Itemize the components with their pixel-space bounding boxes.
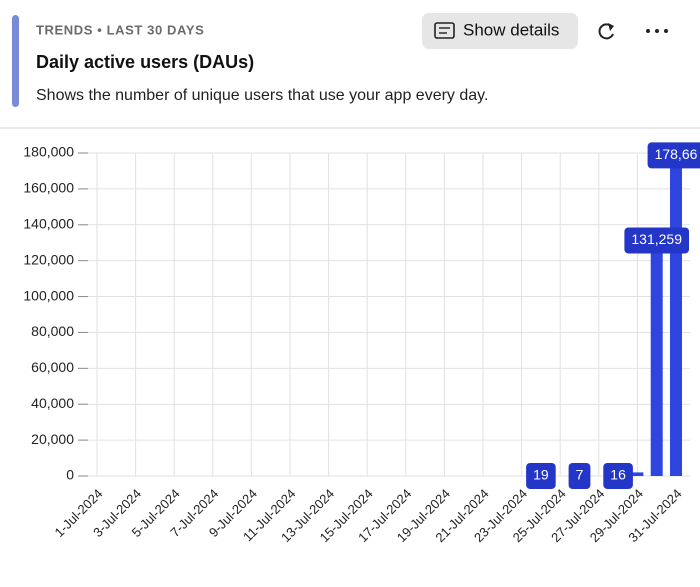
more-button[interactable] <box>646 29 668 33</box>
y-tick-label: 60,000 <box>31 359 74 375</box>
button-icon[interactable] <box>434 22 455 39</box>
refresh-icon[interactable] <box>608 23 614 31</box>
dot[interactable] <box>655 29 659 33</box>
data-label-text: 7 <box>576 467 584 483</box>
y-tick-label: 0 <box>66 467 74 483</box>
plot: 0 20,000 40,000 60,000 80,000 100,000 120,000 1… <box>23 142 700 545</box>
data-label: 19 <box>526 462 556 489</box>
bar <box>650 240 663 476</box>
data-label: 7 <box>568 462 591 489</box>
y-tick-label: 80,000 <box>31 323 74 339</box>
data-label: 178,66 <box>647 142 700 169</box>
y-tick-label: 180,000 <box>23 144 74 160</box>
y-tick-label: 160,000 <box>23 180 74 196</box>
data-label-text: 178,66 <box>655 146 698 162</box>
data-label-text: 16 <box>610 467 626 483</box>
accent-bar <box>12 15 19 107</box>
eyebrow: TRENDS • LAST 30 DAYS <box>36 22 204 37</box>
show-details-button[interactable]: Show details <box>422 13 578 49</box>
data-label-text: 19 <box>533 467 549 483</box>
dot[interactable] <box>646 29 650 33</box>
data-label-bg <box>603 462 633 489</box>
data-label-bg <box>526 462 556 489</box>
bar <box>670 155 682 477</box>
data-label-bg <box>647 142 700 169</box>
dot[interactable] <box>664 29 668 33</box>
card-description: Shows the number of unique users that us… <box>36 87 488 104</box>
y-tick-label: 100,000 <box>23 287 74 303</box>
refresh-button[interactable] <box>598 23 614 40</box>
refresh-icon[interactable] <box>598 23 614 40</box>
data-label: 16 <box>603 462 633 489</box>
button-label[interactable]: Show details <box>463 20 559 39</box>
data-label-bg <box>568 462 591 489</box>
card-title: Daily active users (DAUs) <box>36 52 254 72</box>
y-tick-label: 20,000 <box>31 431 74 447</box>
y-tick-label: 140,000 <box>23 215 74 231</box>
bar <box>631 472 644 476</box>
y-tick-label: 120,000 <box>23 251 74 267</box>
data-label: 131,259 <box>624 227 690 254</box>
y-tick-label: 40,000 <box>31 395 74 411</box>
data-label-text: 131,259 <box>631 231 682 247</box>
data-label-bg <box>624 227 690 254</box>
button-bg[interactable] <box>422 13 578 49</box>
